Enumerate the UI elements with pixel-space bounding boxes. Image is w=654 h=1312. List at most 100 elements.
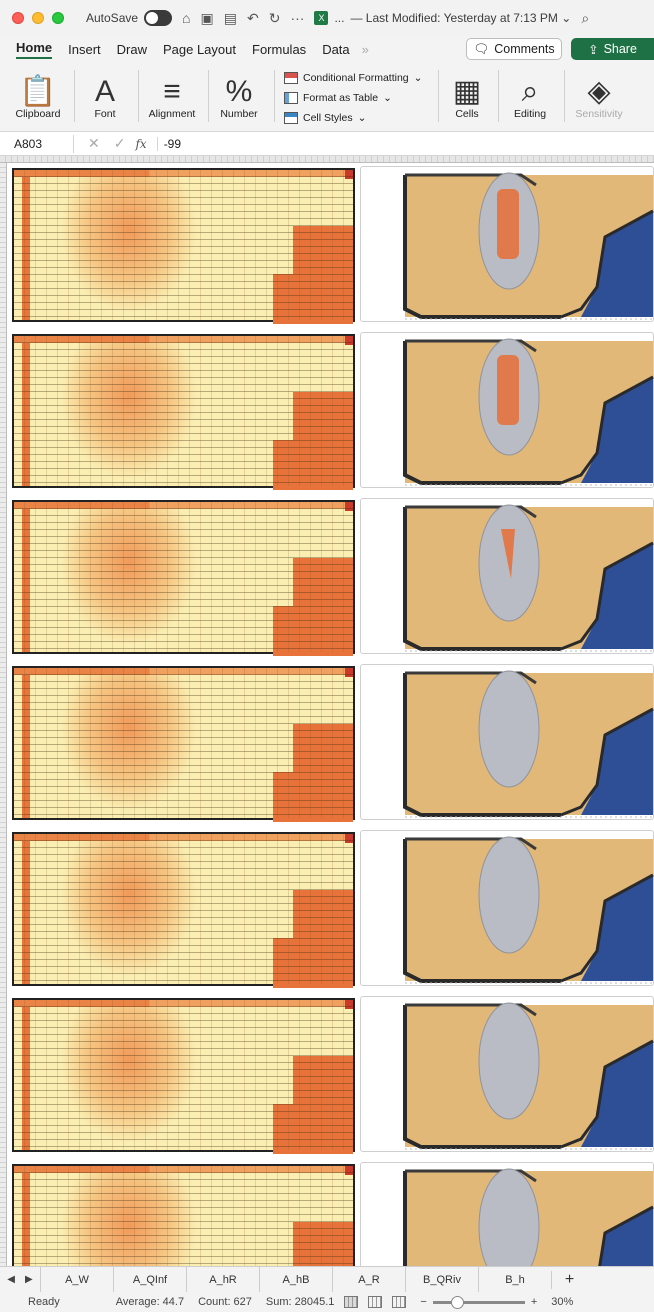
tab-home[interactable]: Home [16, 40, 53, 59]
name-box[interactable]: A803 [8, 134, 74, 153]
page-break-view-icon[interactable] [392, 1296, 407, 1308]
water-rim [598, 1205, 654, 1266]
search-icon[interactable]: ⌕ [581, 9, 590, 26]
divider [74, 70, 75, 122]
heatmap-grid[interactable] [12, 998, 355, 1154]
sheet-tab-b-qriv[interactable]: B_QRiv [405, 1266, 478, 1293]
sensitivity-group[interactable]: ◈ Sensitivity [568, 66, 630, 128]
normal-view-icon[interactable] [344, 1296, 359, 1308]
zoom-in-icon[interactable]: + [530, 1296, 538, 1308]
conditional-formatting-button[interactable]: Conditional Formatting ⌄ [284, 68, 432, 88]
surface-plot[interactable] [360, 498, 654, 654]
document-title[interactable]: — Last Modified: Yesterday at 7:13 PM ⌄ [350, 11, 572, 25]
save-icon[interactable]: ▣ [200, 9, 214, 26]
worksheet-grid[interactable] [0, 156, 654, 1266]
heatmap-grid[interactable] [12, 666, 355, 822]
redo-icon[interactable]: ↻ [268, 9, 281, 26]
heatmap-grid[interactable] [12, 500, 355, 656]
column-headers[interactable] [0, 156, 654, 163]
number-group[interactable]: % Number [214, 66, 264, 128]
editing-group[interactable]: ⌕ Editing [504, 66, 556, 128]
cells-group[interactable]: ▦ Cells [444, 66, 490, 128]
autosave-toggle[interactable] [144, 10, 173, 26]
formula-input[interactable]: -99 [156, 136, 181, 151]
sensitivity-label: Sensitivity [575, 108, 623, 120]
sheet-tab-a-qinf[interactable]: A_QInf [113, 1266, 186, 1293]
heatmap-corner-cell [345, 1166, 353, 1175]
font-icon: A [94, 75, 115, 108]
heatmap-grid[interactable] [12, 832, 355, 988]
sheet-tab-a-r[interactable]: A_R [332, 1266, 405, 1293]
sheet-tabs-bar: ◀ ▶ A_W A_QInf A_hR A_hB A_R B_QRiv B_h … [0, 1266, 654, 1293]
row-headers[interactable] [0, 163, 7, 1266]
sheet-tab-b-h[interactable]: B_h [478, 1266, 551, 1293]
sheet-tab-a-hr[interactable]: A_hR [186, 1266, 259, 1293]
cancel-icon[interactable]: ✕ [88, 135, 100, 151]
comments-label: Comments [494, 42, 555, 56]
format-as-table-button[interactable]: Format as Table ⌄ [284, 88, 432, 108]
surface-plot-svg [403, 504, 654, 652]
add-sheet-button[interactable]: + [551, 1270, 587, 1289]
share-icon: ⇪ [588, 42, 599, 57]
heatmap-high-zone [293, 1056, 353, 1154]
water-rim [560, 209, 654, 319]
heatmap-corner-cell [345, 834, 353, 843]
water-region [581, 875, 653, 981]
zoom-slider-thumb[interactable] [450, 1295, 464, 1309]
cell-styles-button[interactable]: Cell Styles ⌄ [284, 108, 432, 128]
sheet-tab-a-w[interactable]: A_W [40, 1266, 113, 1293]
heatmap-grid[interactable] [12, 168, 355, 324]
tab-draw[interactable]: Draw [116, 41, 147, 57]
tab-data[interactable]: Data [322, 41, 350, 57]
terrain-rim [403, 507, 561, 651]
plume-core [501, 529, 515, 579]
title-bar: AutoSave ⌂ ▣ ▤ ↶ ↻ ··· X ... — Last Modi… [0, 0, 654, 36]
surface-plot[interactable] [360, 830, 654, 986]
more-icon[interactable]: ··· [290, 10, 305, 26]
surface-plot[interactable] [360, 166, 654, 322]
heatmap-grid[interactable] [12, 1164, 355, 1266]
minimize-window-button[interactable] [32, 12, 44, 24]
confirm-icon[interactable]: ✓ [113, 135, 126, 151]
plume-shape [478, 1168, 540, 1266]
next-sheet-icon[interactable]: ▶ [25, 1274, 33, 1285]
heatmap-corner-cell [345, 1000, 353, 1009]
terrain-rim [405, 671, 537, 685]
terrain-rim [405, 339, 537, 353]
close-window-button[interactable] [12, 12, 24, 24]
tab-formulas[interactable]: Formulas [252, 41, 307, 57]
home-icon[interactable]: ⌂ [182, 10, 191, 26]
font-group[interactable]: A Font [80, 66, 130, 128]
surface-plot-svg [403, 1002, 654, 1150]
undo-icon[interactable]: ↶ [246, 9, 259, 26]
page-layout-view-icon[interactable] [368, 1296, 383, 1308]
chevron-down-icon: ⌄ [413, 72, 423, 84]
format-as-table-label: Format as Table [303, 92, 379, 104]
surface-plot[interactable] [360, 996, 654, 1152]
insert-function-button[interactable]: fx [135, 136, 147, 151]
file-name[interactable]: ... [334, 11, 345, 25]
tab-insert[interactable]: Insert [68, 41, 101, 57]
comments-button[interactable]: 🗨 Comments [466, 38, 562, 60]
save-as-icon[interactable]: ▤ [223, 9, 237, 26]
zoom-out-icon[interactable]: − [420, 1296, 427, 1308]
prev-sheet-icon[interactable]: ◀ [7, 1274, 15, 1285]
heatmap-high-zone [293, 558, 353, 656]
share-button[interactable]: ⇪ Share [571, 38, 654, 60]
heatmap-high-zone [293, 1222, 353, 1266]
tabs-overflow-icon[interactable]: » [361, 41, 369, 57]
clipboard-group[interactable]: 📋 Clipboard [8, 66, 68, 128]
surface-plot[interactable] [360, 1162, 654, 1266]
heatmap-grid[interactable] [12, 334, 355, 490]
status-ready: Ready [28, 1296, 60, 1308]
alignment-group[interactable]: ≡ Alignment [144, 66, 200, 128]
zoom-slider[interactable] [432, 1295, 525, 1309]
tab-page-layout[interactable]: Page Layout [162, 41, 236, 57]
surface-plot[interactable] [360, 332, 654, 488]
surface-plot[interactable] [360, 664, 654, 820]
zoom-percent[interactable]: 30% [551, 1296, 574, 1308]
sheet-tab-a-hb[interactable]: A_hB [259, 1266, 332, 1293]
zoom-window-button[interactable] [52, 12, 64, 24]
format-as-table-icon [284, 92, 298, 104]
heatmap-corner-cell [345, 668, 353, 677]
